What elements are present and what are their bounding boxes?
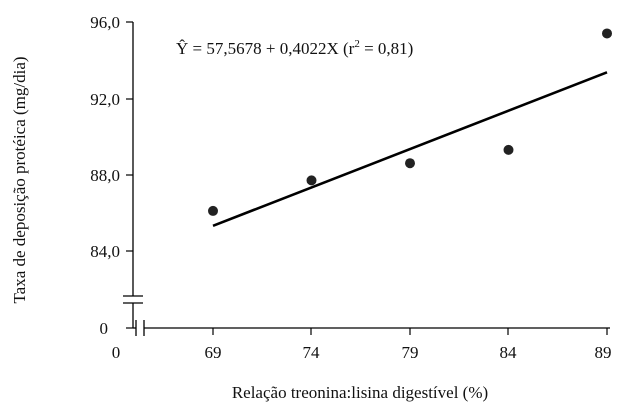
data-point (306, 175, 317, 186)
x-tick-label: 69 (205, 343, 222, 362)
y-tick-label: 88,0 (90, 166, 120, 185)
y-tick-label: 84,0 (90, 242, 120, 261)
y-tick-label: 96,0 (90, 13, 120, 32)
data-point (503, 144, 514, 155)
y-axis-title: Taxa de deposição protéica (mg/dia) (10, 56, 29, 303)
y-tick-label: 0 (100, 319, 109, 338)
y-tick-label: 92,0 (90, 90, 120, 109)
data-point (208, 205, 218, 216)
plot-marks (208, 28, 612, 228)
equation-yhat: Ŷ (176, 39, 188, 58)
x-tick-label: 74 (303, 343, 321, 362)
regression-line (212, 71, 608, 228)
equation-main: = 57,5678 + 0,4022X (r (188, 39, 354, 58)
x-tick-label: 84 (500, 343, 518, 362)
equation-superscript: 2 (354, 38, 360, 50)
regression-equation: Ŷ = 57,5678 + 0,4022X (r2 = 0,81) (176, 38, 413, 58)
x-axis-title: Relação treonina:lisina digestível (%) (232, 383, 488, 402)
data-point (405, 158, 415, 169)
x-tick-label: 79 (402, 343, 419, 362)
data-point (602, 28, 612, 39)
x-tick-label: 0 (112, 343, 121, 362)
x-tick-label: 89 (595, 343, 612, 362)
equation-tail: = 0,81) (360, 39, 414, 58)
